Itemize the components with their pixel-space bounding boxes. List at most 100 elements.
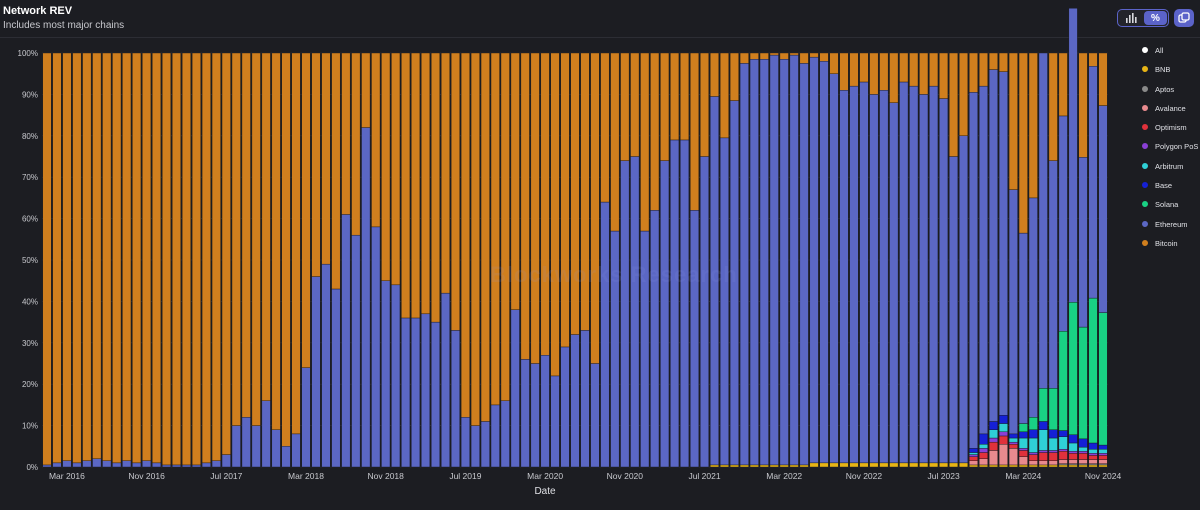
bar-segment-bitcoin bbox=[1058, 52, 1068, 117]
bar-segment-bitcoin bbox=[162, 52, 172, 466]
legend-item[interactable]: Arbitrum bbox=[1141, 160, 1199, 179]
bar-segment-base bbox=[978, 433, 988, 445]
legend-item[interactable]: All bbox=[1141, 44, 1199, 63]
legend-item[interactable]: Solana bbox=[1141, 198, 1199, 217]
bar-segment-bnb bbox=[889, 462, 899, 468]
bar-chart-icon[interactable] bbox=[1119, 11, 1142, 25]
bar-segment-ethereum bbox=[670, 139, 680, 468]
bar-segment-base bbox=[998, 415, 1008, 424]
bar-segment-bitcoin bbox=[421, 52, 431, 315]
bar-segment-arbitrum bbox=[988, 429, 998, 439]
bar-segment-ethereum bbox=[1058, 115, 1068, 332]
bar-segment-polygon-pos bbox=[988, 437, 998, 443]
bar-segment-bitcoin bbox=[311, 52, 321, 277]
bar-segment-bnb bbox=[779, 464, 789, 468]
bar-segment-ethereum bbox=[421, 313, 431, 468]
bar-segment-bnb bbox=[959, 462, 969, 468]
bar-segment-bnb bbox=[978, 464, 988, 468]
bar-segment-ethereum bbox=[590, 363, 600, 468]
bar-segment-ethereum bbox=[181, 464, 191, 468]
legend-item[interactable]: BNB bbox=[1141, 63, 1199, 82]
bar-segment-ethereum bbox=[42, 464, 52, 468]
legend-item[interactable]: Ethereum bbox=[1141, 218, 1199, 237]
bar-segment-ethereum bbox=[510, 309, 520, 468]
bar-segment-base bbox=[1078, 438, 1088, 448]
bar-segment-base bbox=[1058, 430, 1068, 437]
bar-segment-bitcoin bbox=[809, 52, 819, 58]
bar-segment-bitcoin bbox=[1088, 52, 1098, 67]
legend-item[interactable]: Polygon PoS bbox=[1141, 140, 1199, 159]
percent-icon[interactable]: % bbox=[1144, 11, 1167, 25]
bar-segment-ethereum bbox=[1088, 66, 1098, 299]
bar-segment-avalance bbox=[1068, 459, 1078, 464]
copy-icon[interactable] bbox=[1174, 9, 1194, 27]
y-tick-label: 30% bbox=[22, 339, 38, 348]
bar-segment-bitcoin bbox=[859, 52, 869, 83]
bar-segment-bnb bbox=[759, 464, 769, 468]
bar-segment-bitcoin bbox=[1048, 52, 1058, 161]
bar-segment-bitcoin bbox=[132, 52, 142, 464]
bar-segment-ethereum bbox=[381, 280, 391, 468]
bar-segment-arbitrum bbox=[1088, 448, 1098, 454]
bar-segment-ethereum bbox=[82, 460, 92, 468]
bar-segment-ethereum bbox=[291, 433, 301, 468]
bar-segment-bitcoin bbox=[610, 52, 620, 232]
bar-segment-bitcoin bbox=[231, 52, 241, 426]
y-tick-label: 20% bbox=[22, 380, 38, 389]
bar-segment-bitcoin bbox=[530, 52, 540, 364]
legend-item[interactable]: Avalance bbox=[1141, 102, 1199, 121]
bar-segment-ethereum bbox=[540, 355, 550, 468]
bar-segment-ethereum bbox=[799, 63, 809, 466]
bar-segment-ethereum bbox=[560, 346, 570, 468]
bar-segment-ethereum bbox=[978, 85, 988, 435]
bar-segment-bitcoin bbox=[431, 52, 441, 323]
legend-item[interactable]: Bitcoin bbox=[1141, 237, 1199, 256]
x-tick-label: Mar 2022 bbox=[766, 471, 802, 481]
bar-segment-ethereum bbox=[341, 214, 351, 468]
bar-segment-base bbox=[988, 421, 998, 430]
bar-segment-base bbox=[1048, 429, 1058, 439]
bar-segment-bnb bbox=[949, 462, 959, 468]
legend-item[interactable]: Optimism bbox=[1141, 121, 1199, 140]
bar-segment-bnb bbox=[799, 464, 809, 468]
bar-segment-ethereum bbox=[809, 56, 819, 464]
bar-segment-avalance bbox=[1018, 456, 1028, 466]
bar-segment-ethereum bbox=[869, 94, 879, 464]
legend-dot bbox=[1142, 47, 1148, 53]
bar-segment-solana bbox=[1088, 297, 1098, 444]
bar-segment-bitcoin bbox=[640, 52, 650, 232]
bar-segment-bitcoin bbox=[351, 52, 361, 236]
y-tick-label: 100% bbox=[18, 49, 38, 58]
bar-segment-ethereum bbox=[261, 400, 271, 468]
bar-segment-bitcoin bbox=[650, 52, 660, 211]
view-toggle[interactable]: % bbox=[1117, 9, 1169, 27]
bar-segment-bitcoin bbox=[839, 52, 849, 91]
legend-dot bbox=[1142, 220, 1148, 227]
bar-segment-ethereum bbox=[779, 59, 789, 466]
y-tick-label: 80% bbox=[22, 132, 38, 141]
legend-item[interactable]: Aptos bbox=[1141, 83, 1199, 102]
bar-segment-ethereum bbox=[221, 454, 231, 468]
bar-segment-ethereum bbox=[789, 54, 799, 466]
legend-item[interactable]: Base bbox=[1141, 179, 1199, 198]
chart-subtitle: Includes most major chains bbox=[3, 20, 125, 31]
legend-label: Solana bbox=[1155, 200, 1179, 210]
y-tick-label: 0% bbox=[26, 463, 38, 472]
bar-segment-ethereum bbox=[162, 464, 172, 468]
bar-segment-solana bbox=[1038, 388, 1048, 422]
bar-segment-arbitrum bbox=[1008, 437, 1018, 443]
bar-segment-solana bbox=[1078, 326, 1088, 440]
bar-segment-arbitrum bbox=[1078, 446, 1088, 452]
bar-segment-bitcoin bbox=[142, 52, 152, 461]
bar-segment-bnb bbox=[1048, 464, 1058, 468]
bar-segment-bitcoin bbox=[749, 52, 759, 60]
bar-segment-ethereum bbox=[919, 94, 929, 464]
bar-segment-avalance bbox=[969, 460, 978, 466]
x-tick-label: Mar 2024 bbox=[1005, 471, 1041, 481]
bar-segment-bitcoin bbox=[988, 52, 998, 70]
bar-segment-bitcoin bbox=[1078, 52, 1088, 158]
bar-segment-bitcoin bbox=[540, 52, 550, 356]
bar-segment-bitcoin bbox=[42, 52, 52, 466]
bar-segment-base bbox=[1038, 421, 1048, 430]
bar-segment-bitcoin bbox=[580, 52, 590, 331]
